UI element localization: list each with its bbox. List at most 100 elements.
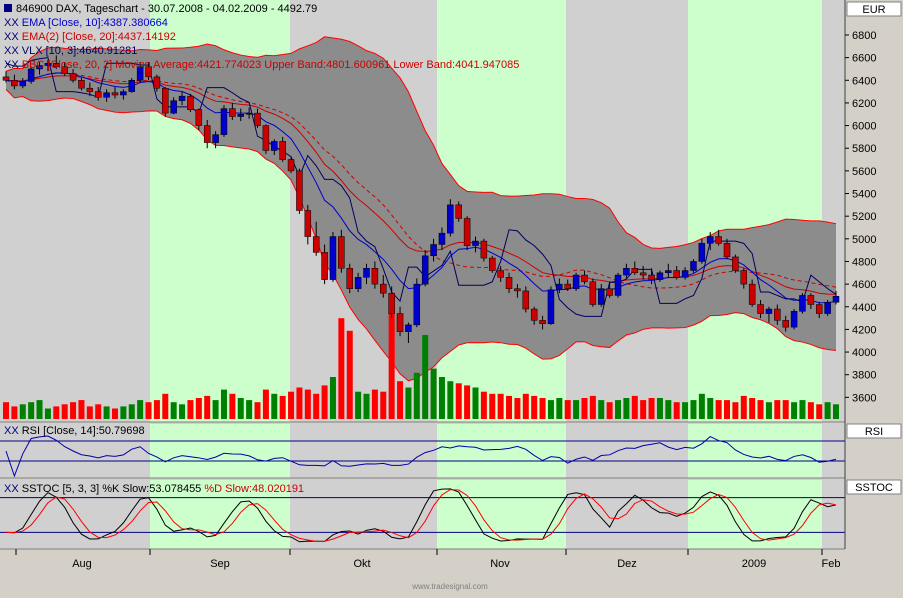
- candle-body: [656, 272, 664, 280]
- volume-bar: [807, 402, 814, 419]
- x-tick-label: Aug: [72, 558, 92, 570]
- volume-bar: [589, 395, 596, 419]
- month-zone: [822, 480, 845, 549]
- price-tick-label: 4200: [852, 324, 876, 336]
- month-zone: [566, 480, 688, 549]
- chart-title: 846900 DAX, Tageschart - 30.07.2008 - 04…: [16, 3, 317, 15]
- candle-body: [732, 256, 739, 271]
- volume-bar: [53, 406, 60, 419]
- volume-bar: [573, 400, 580, 419]
- upper-band-line: [5, 36, 837, 249]
- volume-bar: [833, 404, 839, 419]
- rsi-line: [5, 435, 837, 478]
- candle-body: [564, 283, 571, 289]
- x-tick-label: 2009: [742, 558, 766, 570]
- volume-bar: [799, 400, 806, 419]
- x-tick-label: Dez: [617, 558, 637, 570]
- candle-body: [296, 170, 303, 211]
- month-zone: [437, 424, 566, 478]
- volume-bar: [120, 406, 127, 419]
- candle-body: [631, 268, 639, 274]
- volume-bar: [824, 402, 831, 419]
- candle-body: [44, 63, 52, 66]
- volume-bar: [388, 293, 395, 419]
- candle-body: [430, 244, 437, 257]
- volume-bar: [279, 395, 286, 419]
- volume-bar: [724, 400, 731, 419]
- candle-body: [639, 272, 647, 276]
- volume-bar: [581, 398, 588, 419]
- indicator-lines: [5, 57, 837, 317]
- volume-bar: [749, 398, 756, 419]
- candle-body: [388, 292, 395, 314]
- candle-body: [790, 311, 798, 328]
- volume-bar: [271, 393, 278, 419]
- candle-body: [665, 270, 672, 274]
- candle-body: [111, 92, 119, 96]
- candle-body: [103, 92, 110, 98]
- price-tick-label: 6000: [852, 121, 876, 133]
- volume-bar: [229, 393, 236, 419]
- candle-body: [178, 95, 186, 101]
- candle-body: [522, 290, 530, 310]
- price-tick-label: 4400: [852, 302, 876, 314]
- volume-bar: [673, 402, 680, 419]
- month-zone: [688, 0, 822, 422]
- volume-bar: [707, 398, 714, 419]
- price-axis-title: EUR: [862, 4, 885, 16]
- volume-bar: [187, 400, 194, 419]
- volume-bar: [380, 391, 387, 419]
- price-tick-label: 3600: [852, 392, 876, 404]
- candle-body: [187, 95, 194, 110]
- price-tick-label: 4000: [852, 347, 876, 359]
- candle-body: [832, 295, 840, 303]
- month-zone: [150, 480, 290, 549]
- volume-bar: [405, 387, 412, 419]
- volume-bar: [615, 400, 622, 419]
- candle-body: [547, 289, 555, 324]
- candle-body: [598, 288, 605, 305]
- candle-body: [530, 308, 538, 321]
- candle-body: [19, 81, 27, 87]
- month-zone: [688, 424, 822, 478]
- volume-bar: [145, 402, 152, 419]
- volume-bar: [598, 400, 605, 419]
- rsi-title-box: [846, 423, 902, 439]
- volume-bar: [514, 398, 521, 419]
- candle-body: [145, 66, 152, 78]
- candle-body: [581, 274, 588, 283]
- candle-body: [153, 76, 161, 89]
- x-axis: Aug Sep Okt Nov Dez 2009 Feb: [15, 549, 841, 570]
- candle-body: [438, 232, 446, 245]
- legend-ema10: XX EMA [Close, 10]:4387.380664: [4, 17, 168, 29]
- volume-bar: [631, 395, 638, 419]
- volume-bar: [497, 393, 504, 419]
- volume-bar: [246, 400, 253, 419]
- candle-body: [480, 240, 488, 259]
- volume-bar: [254, 402, 261, 419]
- candle-body: [229, 108, 236, 117]
- volume-bar: [170, 402, 177, 419]
- volume-bar: [137, 400, 144, 419]
- candle-body: [69, 73, 77, 81]
- month-zone: [566, 424, 688, 478]
- volume-bar: [162, 393, 169, 419]
- candle-body: [128, 80, 136, 92]
- candle-body: [136, 66, 144, 81]
- x-tick-label: Feb: [822, 558, 841, 570]
- month-zone: [290, 480, 437, 549]
- candle-body: [254, 112, 261, 126]
- volume-bar: [422, 335, 429, 419]
- candle-body: [312, 236, 320, 253]
- price-tick-label: 5800: [852, 143, 876, 155]
- volume-bar: [765, 402, 772, 419]
- candle-body: [2, 76, 10, 81]
- candle-body: [799, 295, 806, 312]
- candle-body: [815, 304, 823, 314]
- candle-body: [195, 109, 203, 126]
- volume-bar: [220, 389, 227, 419]
- bbc-middle-line: [5, 72, 837, 289]
- volume-bar: [413, 372, 420, 419]
- candle-body: [53, 63, 60, 67]
- volume-bar: [816, 404, 823, 419]
